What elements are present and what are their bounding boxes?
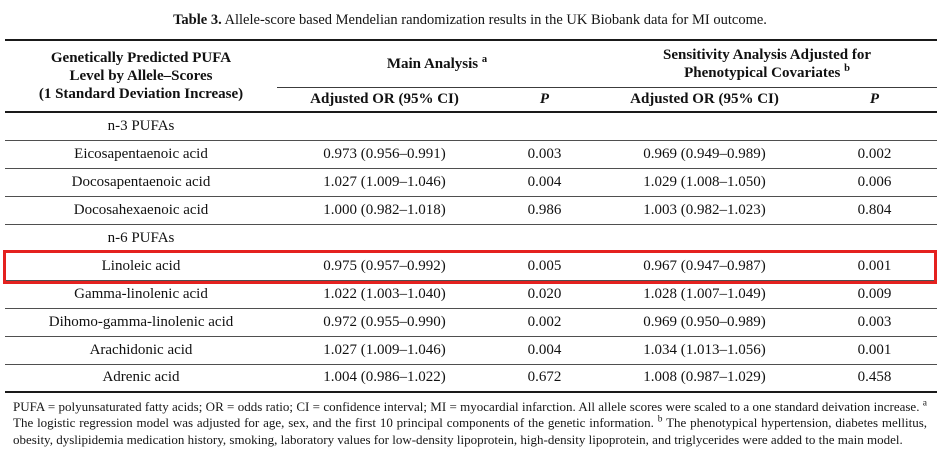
table-caption: Table 3. Allele-score based Mendelian ra…: [0, 0, 940, 29]
footnote-note-a: The logistic regression model was adjust…: [13, 415, 654, 431]
cell-main-or: 1.027 (1.009–1.046): [277, 336, 492, 365]
cell-sens-or: 1.028 (1.007–1.049): [597, 280, 812, 309]
cell-main-or: 0.972 (0.955–0.990): [277, 308, 492, 337]
cell-main-p: 0.986: [492, 196, 597, 225]
cell-sens-p: 0.002: [812, 140, 938, 169]
cell-sens-p: 0.804: [812, 196, 938, 225]
footnote-note-b: The phenotypical hypertension, diabetes …: [13, 415, 928, 447]
cell-main-or: 1.004 (0.986–1.022): [323, 369, 446, 386]
cell-main-p: 0.002: [492, 308, 597, 337]
column-header-sens-or: Adjusted OR (95% CI): [597, 87, 812, 113]
cell-sens-or: 1.029 (1.008–1.050): [597, 168, 812, 197]
cell-sens-p: 0.006: [812, 168, 938, 197]
pufa-header-line2: Level by Allele–Scores: [69, 68, 213, 84]
table-footnote: PUFA = polyunsaturated fatty acids; OR =…: [13, 399, 927, 448]
table-row-dihomo-gamma-linolenic-acid: Dihomo-gamma-linolenic acid 0.972 (0.955…: [5, 308, 938, 337]
sensitivity-label-line1: Sensitivity Analysis Adjusted for: [663, 46, 871, 63]
group-header-sensitivity-analysis: Sensitivity Analysis Adjusted for Phenot…: [597, 40, 938, 88]
cell-sens-or: 1.008 (0.987–1.029): [643, 369, 766, 386]
cell-pufa-name: Adrenic acid: [102, 369, 180, 386]
column-header-sens-p: P: [812, 87, 938, 113]
section-label: n-6 PUFAs: [5, 224, 277, 253]
main-analysis-label: Main Analysis: [386, 55, 479, 72]
table-row-docosapentaenoic-acid: Docosapentaenoic acid 1.027 (1.009–1.046…: [5, 168, 938, 197]
cell-main-p: 0.005: [492, 252, 597, 281]
cell-main-or: 1.000 (0.982–1.018): [277, 196, 492, 225]
cell-sens-p: 0.009: [812, 280, 938, 309]
cell-pufa-name: Docosapentaenoic acid: [5, 168, 277, 197]
cell-sens-or: 0.967 (0.947–0.987): [597, 252, 812, 281]
cell-pufa-name: Arachidonic acid: [5, 336, 277, 365]
table-row-arachidonic-acid: Arachidonic acid 1.027 (1.009–1.046) 0.0…: [5, 336, 938, 365]
cell-sens-p: 0.001: [812, 336, 938, 365]
cell-sens-p: 0.003: [812, 308, 938, 337]
table-caption-number: Table 3.: [173, 12, 222, 28]
sub-header-row: Adjusted OR (95% CI) P Adjusted OR (95% …: [5, 87, 938, 113]
cell-main-p: 0.003: [492, 140, 597, 169]
cell-main-or: 0.973 (0.956–0.991): [277, 140, 492, 169]
cell-sens-or: 0.969 (0.949–0.989): [597, 140, 812, 169]
section-row-n3-pufas: n-3 PUFAs: [5, 112, 938, 141]
footnote-ref-a: a: [922, 398, 927, 409]
table-caption-text: Allele-score based Mendelian randomizati…: [224, 12, 767, 28]
cell-main-or: 1.027 (1.009–1.046): [277, 168, 492, 197]
cell-main-p: 0.020: [492, 280, 597, 309]
mendelian-randomization-table: Genetically Predicted PUFA Level by Alle…: [5, 39, 938, 393]
cell-main-or: 1.022 (1.003–1.040): [277, 280, 492, 309]
cell-sens-or: 1.003 (0.982–1.023): [597, 196, 812, 225]
cell-main-p: 0.004: [492, 336, 597, 365]
footnote-ref-b: b: [657, 414, 663, 425]
cell-pufa-name: Linoleic acid: [5, 252, 277, 281]
cell-main-p: 0.672: [527, 369, 562, 386]
cell-sens-or: 0.969 (0.950–0.989): [597, 308, 812, 337]
cell-sens-or: 1.034 (1.013–1.056): [597, 336, 812, 365]
cell-pufa-name: Eicosapentaenoic acid: [5, 140, 277, 169]
column-header-main-p: P: [492, 87, 597, 113]
footnote-abbreviations: PUFA = polyunsaturated fatty acids; OR =…: [13, 399, 920, 414]
table-body: n-3 PUFAs Eicosapentaenoic acid 0.973 (0…: [5, 112, 938, 392]
table-row-docosahexaenoic-acid: Docosahexaenoic acid 1.000 (0.982–1.018)…: [5, 196, 938, 225]
table-row-eicosapentaenoic-acid: Eicosapentaenoic acid 0.973 (0.956–0.991…: [5, 140, 938, 169]
cell-sens-p: 0.458: [857, 369, 892, 386]
pufa-header-line3: (1 Standard Deviation Increase): [38, 86, 244, 102]
section-label: n-3 PUFAs: [5, 112, 277, 141]
column-header-pufa: Genetically Predicted PUFA Level by Alle…: [5, 40, 277, 113]
table-header: Genetically Predicted PUFA Level by Alle…: [5, 40, 938, 113]
cell-pufa-name: Dihomo-gamma-linolenic acid: [5, 308, 277, 337]
group-header-row: Genetically Predicted PUFA Level by Alle…: [5, 40, 938, 113]
cell-main-or: 0.975 (0.957–0.992): [277, 252, 492, 281]
footnote-marker-b: b: [844, 62, 850, 74]
table-row-gamma-linolenic-acid: Gamma-linolenic acid 1.022 (1.003–1.040)…: [5, 280, 938, 309]
section-row-n6-pufas: n-6 PUFAs: [5, 224, 938, 253]
cell-sens-p: 0.001: [812, 252, 938, 281]
cell-pufa-name: Gamma-linolenic acid: [5, 280, 277, 309]
table-row-adrenic-acid: Adrenic acid 1.004 (0.986–1.022) 0.672 1…: [5, 364, 937, 392]
footnote-marker-a: a: [481, 53, 488, 65]
sensitivity-label-line2: Phenotypical Covariates: [684, 64, 841, 81]
group-header-main-analysis: Main Analysis a: [277, 40, 597, 88]
table-row-linoleic-acid-highlighted: Linoleic acid 0.975 (0.957–0.992) 0.005 …: [5, 252, 938, 281]
column-header-main-or: Adjusted OR (95% CI): [277, 87, 492, 113]
cell-pufa-name: Docosahexaenoic acid: [5, 196, 277, 225]
pufa-header-line1: Genetically Predicted PUFA: [50, 50, 232, 66]
cell-main-p: 0.004: [492, 168, 597, 197]
